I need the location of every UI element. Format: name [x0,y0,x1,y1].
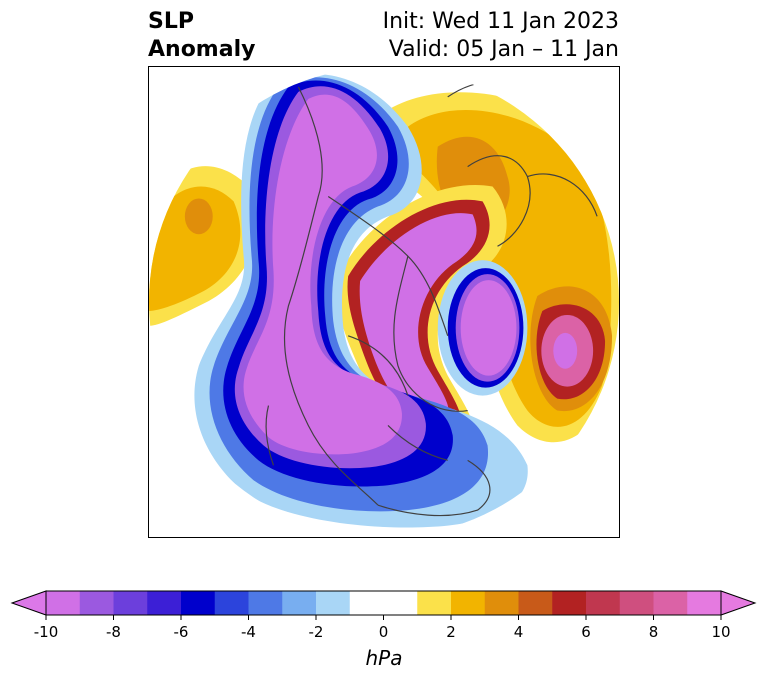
west-gold [149,186,241,311]
positive-anomaly-west [149,166,258,326]
colorbar-bin [181,591,216,615]
title-type: Anomaly [148,37,256,62]
negative-anomaly-pacific [194,74,528,528]
colorbar-tick-label: -8 [106,623,121,641]
colorbar-bin [46,591,81,615]
valid-range: Valid: 05 Jan – 11 Jan [388,37,619,62]
colorbar-high-extend [720,590,757,616]
slp-anomaly-map [148,66,620,538]
colorbar-tick-label: -4 [241,623,256,641]
colorbar-tick-label: 8 [649,623,659,641]
colorbar-bin [619,591,654,615]
positive-anomaly-arctic [336,184,507,447]
negative-anomaly-north-atlantic [437,260,528,396]
colorbar-bin [248,591,283,615]
colorbar-tick-label: -10 [34,623,59,641]
west-orange [184,198,213,235]
colorbar-bin [113,591,148,615]
colorbar-bin [383,591,418,615]
colorbar-bins [46,591,722,615]
colorbar-ticks: -10 -8 -6 -4 -2 0 2 4 6 8 10 [34,615,731,641]
colorbar-bin [653,591,688,615]
colorbar-bin [79,591,114,615]
colorbar-tick-label: -6 [174,623,189,641]
colorbar-bin [147,591,182,615]
colorbar-bin [349,591,384,615]
colorbar-tick-label: -2 [309,623,324,641]
colorbar-bin [282,591,317,615]
east-core [553,332,578,369]
colorbar-tick-label: 2 [446,623,456,641]
init-date: Init: Wed 11 Jan 2023 [382,9,619,34]
colorbar-bin [417,591,452,615]
colorbar-tick-label: 6 [581,623,591,641]
colorbar-tick-label: 0 [379,623,389,641]
colorbar-tick-label: 4 [514,623,524,641]
colorbar-tick-label: 10 [711,623,730,641]
colorbar-label: hPa [365,646,403,670]
colorbar-bin [687,591,722,615]
colorbar-bin [586,591,621,615]
colorbar: -10 -8 -6 -4 -2 0 2 4 6 8 10 [10,590,757,641]
colorbar-low-extend [10,590,47,616]
colorbar-bin [518,591,553,615]
colorbar-bin [451,591,486,615]
colorbar-bin [484,591,519,615]
plot-title-left: SLP Anomaly [148,8,255,64]
arctic-pink [359,213,477,422]
plot-title-right: Init: Wed 11 Jan 2023 Valid: 05 Jan – 11… [383,8,619,64]
title-variable: SLP [148,9,194,34]
na-deep [460,280,517,376]
colorbar-bin [214,591,249,615]
colorbar-bin [552,591,587,615]
coastlines [265,81,598,517]
pac-deep [243,94,402,455]
colorbar-bin [316,591,351,615]
